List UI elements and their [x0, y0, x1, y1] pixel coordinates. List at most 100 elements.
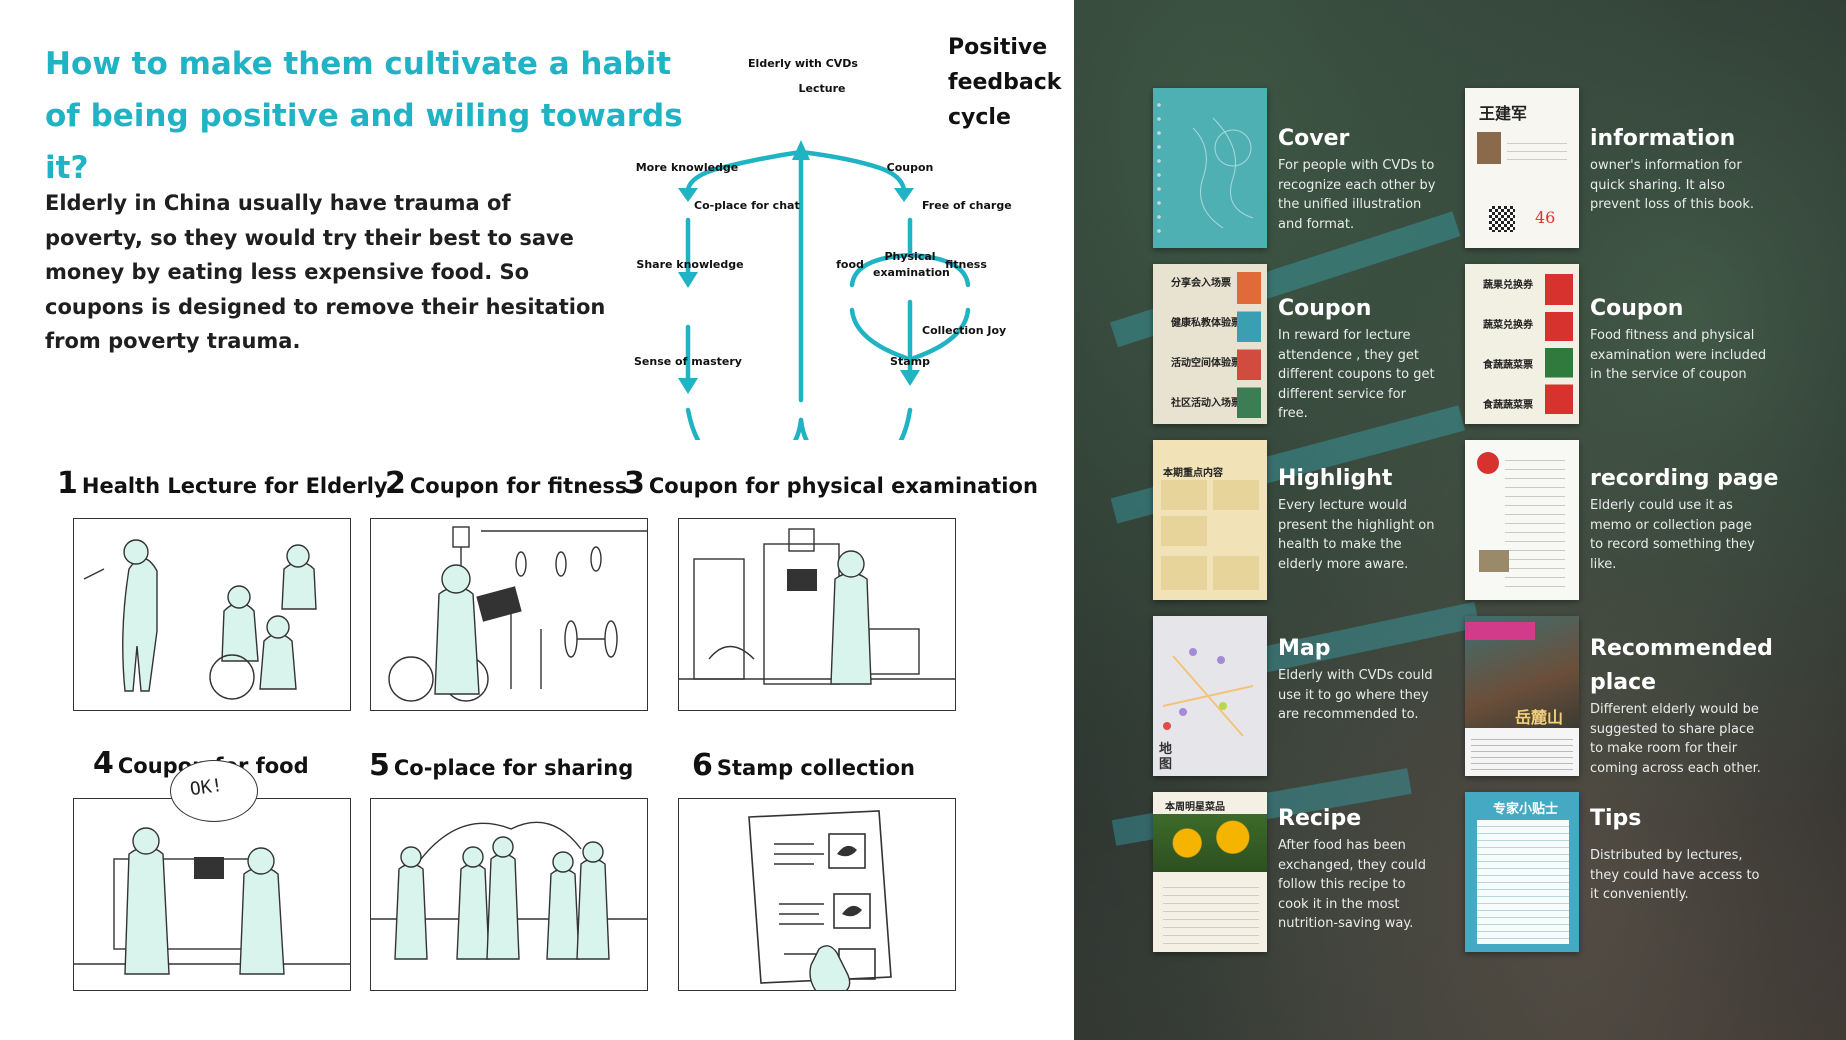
arrow-head-left-top	[678, 188, 698, 202]
recording-lines	[1505, 452, 1565, 592]
right-merge-left	[849, 307, 909, 361]
node-root: Elderly with CVDs	[748, 57, 858, 70]
node-food: food	[836, 258, 864, 271]
illustration-food	[73, 798, 351, 991]
recording-art	[1477, 452, 1499, 474]
card-desc-map: Elderly with CVDs could use it to go whe…	[1278, 668, 1433, 722]
thumb-information: 王建军 46	[1465, 88, 1579, 248]
node-physical: Physical examination	[873, 250, 950, 279]
thumb-recording	[1465, 440, 1579, 600]
card-title-map: Map	[1278, 636, 1331, 661]
thumb-coupon-lecture: 分享会入场票 健康私教体验票 活动空间体验票 社区活动入场票	[1153, 264, 1267, 424]
right-curve-left	[849, 252, 913, 288]
card-desc-tips: Distributed by lectures, they could have…	[1590, 848, 1760, 902]
thumb-tips: 专家小贴士	[1465, 792, 1579, 952]
card-desc-information: owner's information for quick sharing. I…	[1590, 158, 1755, 212]
highlight-boxes	[1161, 480, 1259, 590]
card-desc-highlight: Every lecture would present the highligh…	[1278, 498, 1435, 572]
card-desc-coupon-lecture: In reward for lecture attendence , they …	[1278, 328, 1435, 421]
info-photo	[1477, 132, 1501, 164]
map-label: 地图	[1159, 742, 1173, 772]
veg-label-3: 食蔬蔬菜票	[1483, 360, 1533, 371]
branch-left	[685, 149, 804, 193]
node-stamp: Stamp	[890, 355, 930, 368]
illustration-lecture	[73, 518, 351, 711]
coupon-label-2: 健康私教体验票	[1171, 318, 1241, 329]
speech-bubble	[170, 760, 258, 822]
card-title-coupon-food: Coupon	[1590, 296, 1684, 321]
node-mastery: Sense of mastery	[634, 355, 742, 368]
right-merge-right	[911, 307, 971, 361]
node-co-place: Co-place for chat	[694, 199, 800, 212]
branch-right	[798, 149, 907, 193]
tips-body	[1477, 820, 1569, 944]
coupon-label-1: 分享会入场票	[1171, 278, 1231, 289]
veg-label-2: 蔬菜兑换券	[1483, 320, 1533, 331]
card-title-tips: Tips	[1590, 806, 1642, 831]
loop-left	[685, 407, 804, 440]
veg-label-1: 蔬果兑换券	[1483, 280, 1533, 291]
qr-code	[1489, 206, 1515, 232]
card-title-information: information	[1590, 126, 1736, 151]
info-name: 王建军	[1479, 104, 1528, 123]
step-title-1: 1 Health Lecture for Elderly	[57, 466, 388, 501]
right-panel: 王建军 46 分享会入场票 健康私教体验票 活动空间体验票 社区活动入场票 蔬果…	[1074, 0, 1846, 1040]
step-title-5: 5 Co-place for sharing	[369, 748, 634, 783]
step-title-2: 2 Coupon for fitness	[385, 466, 628, 501]
info-lines	[1507, 136, 1567, 166]
illustration-physical-exam	[678, 518, 956, 711]
card-desc-cover: For people with CVDs to recognize each o…	[1278, 158, 1436, 232]
illustration-fitness	[370, 518, 648, 711]
thumb-highlight: 本期重点内容	[1153, 440, 1267, 600]
arrow-head-right-top	[894, 188, 914, 202]
place-text	[1471, 734, 1573, 772]
loop-right	[798, 407, 913, 440]
arrow-head-right	[900, 370, 920, 386]
place-ribbon	[1465, 622, 1535, 640]
highlight-head: 本期重点内容	[1163, 468, 1223, 479]
card-desc-recipe: After food has been exchanged, they coul…	[1278, 838, 1426, 931]
node-fitness: fitness	[945, 258, 987, 271]
arrow-head-top	[792, 140, 810, 160]
arrow-head-left-1	[678, 272, 698, 288]
headline: How to make them cultivate a habit of be…	[45, 46, 683, 186]
thumb-recommended: 岳麓山	[1465, 616, 1579, 776]
left-panel: How to make them cultivate a habit of be…	[45, 35, 1062, 991]
thumb-cover	[1153, 88, 1267, 248]
card-title-highlight: Highlight	[1278, 466, 1393, 491]
right-curve-right	[907, 252, 971, 288]
intro-paragraph: Elderly in China usually have trauma of …	[45, 191, 606, 353]
node-free: Free of charge	[922, 199, 1012, 212]
node-coupon: Coupon	[886, 161, 934, 174]
card-title-cover: Cover	[1278, 126, 1350, 151]
feedback-cycle-diagram	[678, 140, 971, 440]
cycle-title: Positive feedback cycle	[948, 35, 1062, 130]
coupon-art	[1237, 272, 1261, 418]
coupon-label-3: 活动空间体验票	[1171, 358, 1241, 369]
arrow-head-left-2	[678, 378, 698, 394]
speech-bubble-text: OK!	[188, 774, 224, 801]
card-desc-recording: Elderly could use it as memo or collecti…	[1590, 498, 1755, 572]
node-share-knowledge: Share knowledge	[636, 258, 744, 271]
card-desc-recommended: Different elderly would be suggested to …	[1590, 702, 1761, 776]
coupon-label-4: 社区活动入场票	[1171, 398, 1241, 409]
info-number: 46	[1535, 208, 1556, 227]
card-title-recipe: Recipe	[1278, 806, 1362, 831]
node-lecture: Lecture	[798, 82, 846, 95]
card-title-recommended: Recommended place	[1590, 636, 1773, 695]
step-title-3: 3 Coupon for physical examination	[624, 466, 1038, 501]
recipe-photo	[1153, 814, 1267, 872]
node-joy: Collection Joy	[922, 324, 1007, 337]
step-title-6: 6 Stamp collection	[692, 748, 916, 783]
illustration-stamp	[678, 798, 956, 991]
card-title-recording: recording page	[1590, 466, 1779, 491]
recording-photo	[1479, 550, 1509, 572]
recipe-title: 本周明星菜品	[1165, 802, 1225, 813]
card-desc-coupon-food: Food fitness and physical examination we…	[1590, 328, 1767, 382]
illustration-co-place	[370, 798, 648, 991]
card-title-coupon-lecture: Coupon	[1278, 296, 1372, 321]
thumb-recipe: 本周明星菜品	[1153, 792, 1267, 952]
thumb-coupon-food: 蔬果兑换券 蔬菜兑换券 食蔬蔬菜票 食蔬蔬菜票	[1465, 264, 1579, 424]
recipe-lines	[1163, 880, 1259, 944]
veg-label-4: 食蔬蔬菜票	[1483, 400, 1533, 411]
